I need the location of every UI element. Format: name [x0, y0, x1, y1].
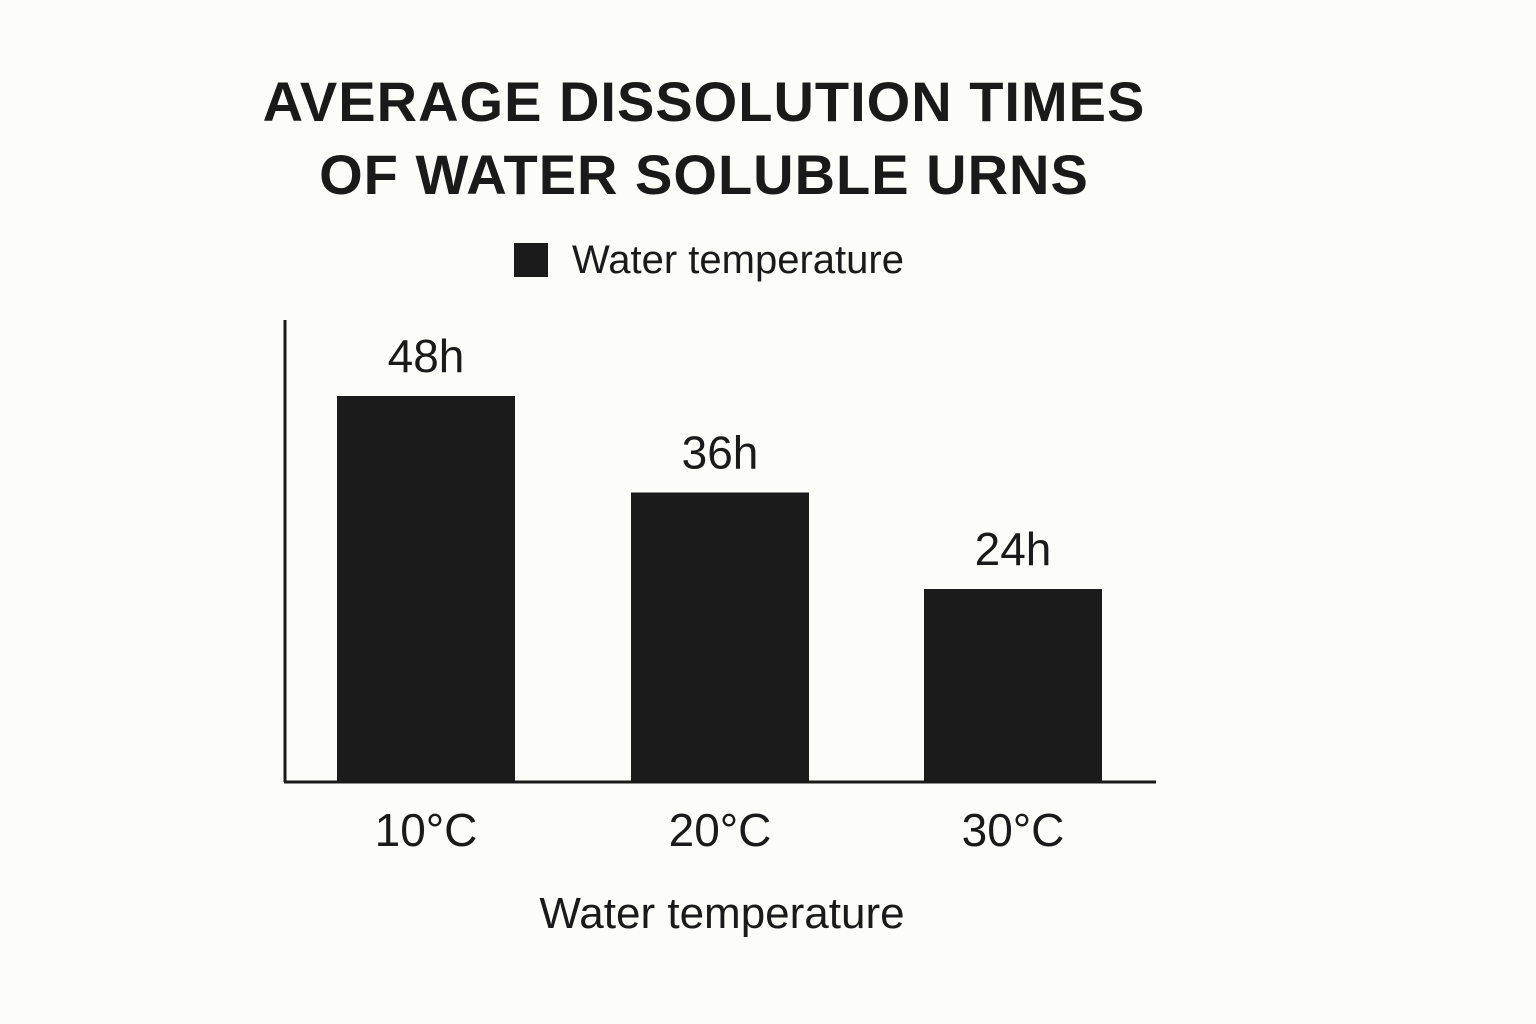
bar-2 — [924, 589, 1102, 782]
bar-0 — [337, 396, 515, 782]
chart-title-line-1: AVERAGE DISSOLUTION TIMES — [262, 70, 1146, 133]
chart-legend: Water temperature — [514, 237, 904, 282]
x-tick-label-1: 20°C — [669, 804, 772, 856]
value-labels-group: 48h 36h 24h — [388, 330, 1052, 575]
legend-swatch — [514, 243, 548, 277]
bar-1 — [631, 492, 809, 782]
bar-value-label-2: 24h — [975, 523, 1052, 575]
legend-label: Water temperature — [572, 237, 904, 282]
chart-title-line-2: OF WATER SOLUBLE URNS — [319, 143, 1089, 206]
x-tick-label-2: 30°C — [962, 804, 1065, 856]
bars-group — [337, 396, 1102, 782]
bar-value-label-1: 36h — [682, 427, 759, 479]
bar-value-label-0: 48h — [388, 330, 465, 382]
x-axis-title: Water temperature — [539, 889, 904, 938]
x-tick-labels-group: 10°C 20°C 30°C — [375, 804, 1065, 856]
x-tick-label-0: 10°C — [375, 804, 478, 856]
